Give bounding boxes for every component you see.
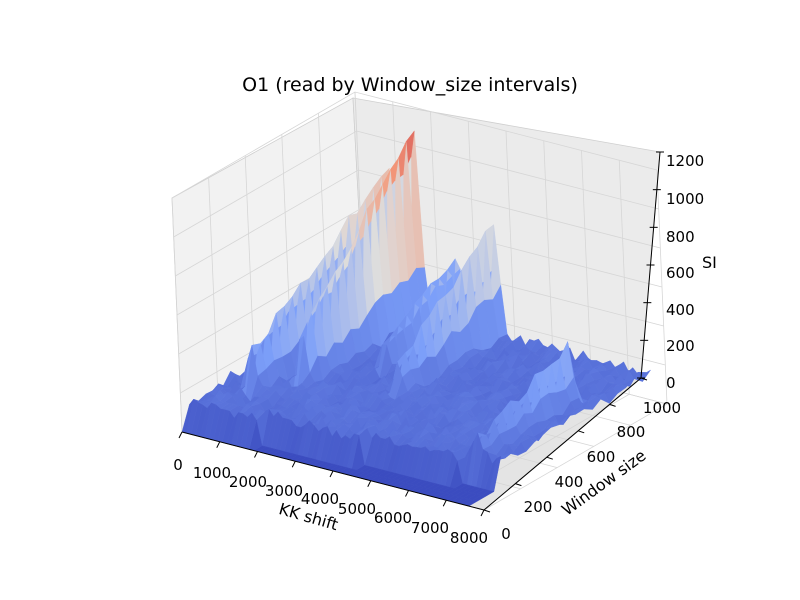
x-tick-label-4000: 4000 [301, 490, 339, 508]
z-tick-label-1200: 1200 [666, 152, 704, 170]
z-tick-label-800: 800 [666, 228, 695, 246]
z-gridline [173, 130, 659, 238]
y-tick-mark [483, 509, 491, 513]
y-tick-label-0: 0 [501, 525, 511, 543]
x-tick-label-6000: 6000 [374, 509, 412, 527]
z-gridline [175, 169, 661, 277]
z-tick-label-0: 0 [666, 374, 676, 392]
x-tick-mark [329, 470, 334, 478]
x-tick-label-2000: 2000 [229, 473, 267, 491]
z-tick-labels: 0 200 400 600 800 1000 1200 [666, 152, 704, 392]
x-tick-mark [405, 490, 409, 497]
x-tick-label-8000: 8000 [450, 529, 488, 547]
axis-ticks [178, 151, 664, 517]
surface-mesh [181, 130, 651, 507]
y-tick-label-600: 600 [587, 448, 616, 466]
y-tick-label-1000: 1000 [643, 399, 681, 417]
x-tick-label-0: 0 [173, 456, 183, 474]
x-tick-mark [291, 461, 296, 468]
y-axis-line [483, 377, 642, 511]
y-tick-mark [578, 430, 585, 434]
z-tick-label-400: 400 [666, 301, 695, 319]
y-tick-label-800: 800 [617, 423, 646, 441]
z-gridline [171, 91, 658, 199]
x-tick-mark [367, 480, 372, 487]
x-tick-label-3000: 3000 [265, 482, 303, 500]
y-tick-mark [515, 483, 522, 487]
y-tick-label-400: 400 [555, 473, 584, 491]
x-tick-label-5000: 5000 [338, 500, 376, 518]
x-tick-mark [442, 500, 447, 507]
y-tick-mark [609, 403, 616, 407]
chart-title: O1 (read by Window_size intervals) [242, 74, 578, 96]
x-tick-label-1000: 1000 [193, 464, 231, 482]
z-tick-label-1000: 1000 [666, 190, 704, 208]
z-axis-label: SI [702, 253, 717, 272]
z-tick-label-600: 600 [666, 264, 695, 282]
y-tick-mark [546, 456, 553, 460]
x-tick-label-7000: 7000 [411, 519, 449, 537]
y-tick-label-200: 200 [524, 498, 553, 516]
x-tick-mark [178, 431, 183, 439]
x-tick-mark [480, 509, 485, 517]
x-tick-labels: 0 1000 2000 3000 4000 5000 6000 7000 800… [173, 456, 488, 547]
y-tick-labels: 0 200 400 600 800 1000 [501, 399, 681, 543]
z-tick-label-200: 200 [666, 337, 695, 355]
x-tick-mark [216, 441, 221, 448]
x-tick-mark [254, 451, 258, 458]
